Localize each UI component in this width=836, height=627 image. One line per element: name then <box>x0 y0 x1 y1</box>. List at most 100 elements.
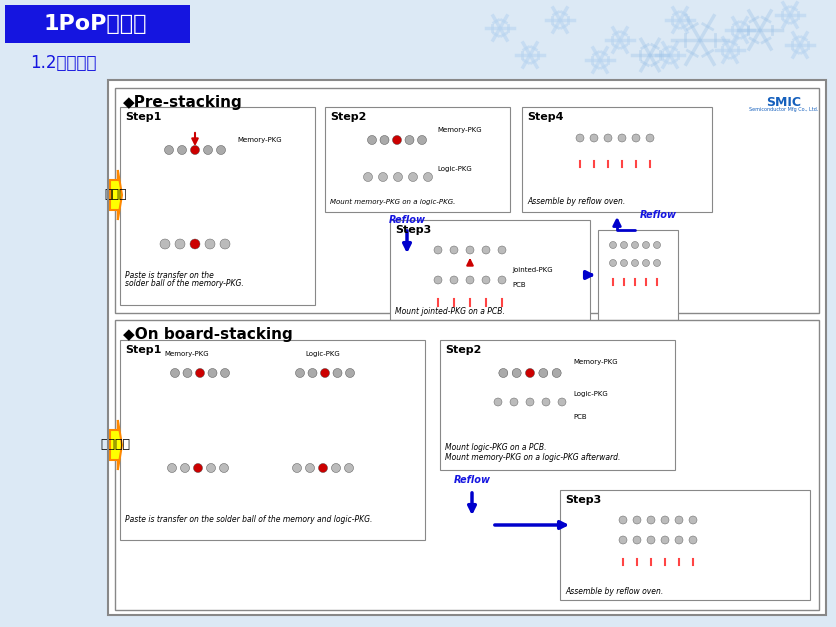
Bar <box>430 268 510 277</box>
Circle shape <box>558 398 566 406</box>
Text: ◆Pre-stacking: ◆Pre-stacking <box>123 95 242 110</box>
Bar <box>288 358 363 368</box>
Bar <box>158 137 232 140</box>
Circle shape <box>417 135 426 144</box>
Bar <box>430 238 510 247</box>
Circle shape <box>181 463 190 473</box>
Bar <box>120 340 425 540</box>
Circle shape <box>160 239 170 249</box>
Circle shape <box>167 463 176 473</box>
Circle shape <box>217 145 226 154</box>
Circle shape <box>661 516 669 524</box>
Circle shape <box>332 463 340 473</box>
Bar <box>608 270 668 275</box>
Bar <box>156 161 234 172</box>
Circle shape <box>498 276 506 284</box>
Bar <box>615 508 705 518</box>
Circle shape <box>633 516 641 524</box>
Bar <box>608 275 668 279</box>
Bar <box>361 127 432 130</box>
Circle shape <box>190 239 200 249</box>
Bar <box>325 107 510 212</box>
Bar <box>162 358 237 368</box>
Text: Reflow: Reflow <box>640 210 676 220</box>
Circle shape <box>499 369 507 377</box>
Circle shape <box>689 516 697 524</box>
Circle shape <box>196 369 205 377</box>
Text: Semiconductor Mfg Co., Ltd.: Semiconductor Mfg Co., Ltd. <box>749 107 818 112</box>
Bar <box>615 528 705 537</box>
Circle shape <box>510 398 518 406</box>
Text: 板上堆叠: 板上堆叠 <box>100 438 130 451</box>
Circle shape <box>308 369 317 377</box>
Bar <box>575 153 659 158</box>
Circle shape <box>526 398 534 406</box>
Text: Step4: Step4 <box>527 112 563 122</box>
Circle shape <box>345 369 354 377</box>
Bar <box>130 380 415 392</box>
Circle shape <box>647 516 655 524</box>
Text: Paste: Paste <box>257 381 288 391</box>
Circle shape <box>619 536 627 544</box>
Bar <box>490 419 570 424</box>
Text: 1PoP的焊接: 1PoP的焊接 <box>43 14 147 34</box>
Text: PCB: PCB <box>573 414 587 420</box>
Circle shape <box>193 463 202 473</box>
Circle shape <box>450 276 458 284</box>
Bar <box>120 107 315 305</box>
Bar <box>490 412 570 419</box>
Bar <box>390 220 590 320</box>
Bar <box>575 146 659 153</box>
Text: Mount logic-PKG on a PCB.: Mount logic-PKG on a PCB. <box>445 443 547 453</box>
Circle shape <box>205 239 215 249</box>
Bar <box>289 360 360 364</box>
Bar <box>359 125 435 135</box>
Bar <box>490 390 570 399</box>
Bar <box>615 554 705 559</box>
Circle shape <box>542 398 550 406</box>
Circle shape <box>380 135 389 144</box>
Circle shape <box>379 172 388 181</box>
Text: Reflow: Reflow <box>453 475 491 485</box>
Bar <box>158 232 232 236</box>
Circle shape <box>482 276 490 284</box>
Bar <box>603 285 673 295</box>
Text: Reflow: Reflow <box>389 215 426 225</box>
Text: 1.2工艺方法: 1.2工艺方法 <box>30 54 96 72</box>
Circle shape <box>364 172 373 181</box>
Text: Step3: Step3 <box>565 495 601 505</box>
Circle shape <box>175 239 185 249</box>
Bar <box>108 80 826 615</box>
Circle shape <box>221 369 230 377</box>
Circle shape <box>409 172 417 181</box>
Text: Step1: Step1 <box>125 345 161 355</box>
Bar <box>608 252 668 260</box>
Bar <box>132 457 413 461</box>
Bar <box>130 471 415 481</box>
Text: Memory-PKG: Memory-PKG <box>573 359 618 365</box>
Circle shape <box>654 260 660 266</box>
Circle shape <box>632 134 640 142</box>
Circle shape <box>689 536 697 544</box>
Circle shape <box>171 369 180 377</box>
Text: Assemble by reflow oven.: Assemble by reflow oven. <box>565 587 663 596</box>
Bar <box>560 490 810 600</box>
Bar <box>5 5 190 43</box>
Text: solder ball of the memory-PKG.: solder ball of the memory-PKG. <box>125 280 244 288</box>
Bar <box>156 230 234 240</box>
Text: PCB: PCB <box>512 282 526 288</box>
Circle shape <box>675 536 683 544</box>
Circle shape <box>512 369 521 377</box>
Circle shape <box>392 135 401 144</box>
Circle shape <box>165 145 174 154</box>
Circle shape <box>220 463 228 473</box>
Bar <box>575 125 659 135</box>
Circle shape <box>643 260 650 266</box>
Circle shape <box>320 369 329 377</box>
Bar <box>115 320 819 610</box>
Circle shape <box>631 241 639 248</box>
Text: Logic-PKG: Logic-PKG <box>437 166 472 172</box>
Circle shape <box>647 536 655 544</box>
Text: Step3: Step3 <box>395 225 431 235</box>
Bar <box>615 565 705 575</box>
